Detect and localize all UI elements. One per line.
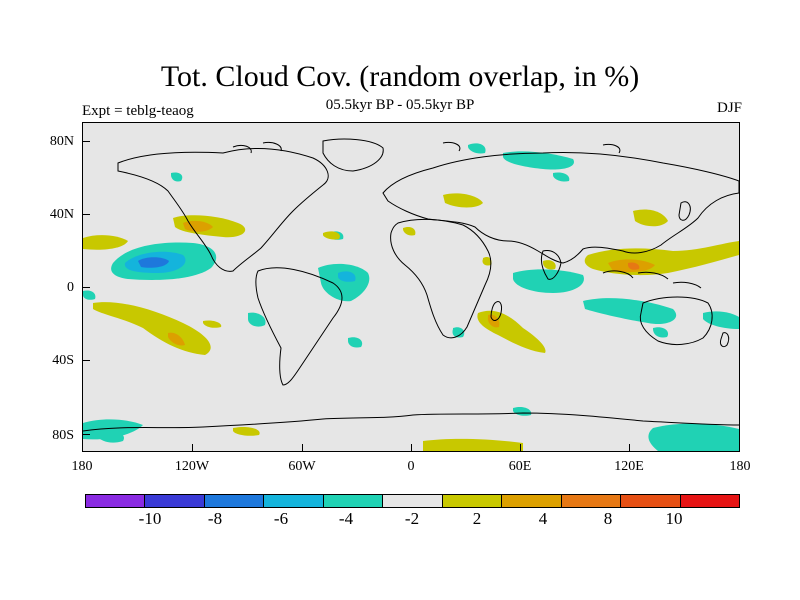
anomaly-patch-positive [443, 193, 483, 208]
coastline-maritime-continent [602, 270, 702, 289]
anomaly-patch-core-negative [138, 257, 169, 268]
anomaly-patch-negative [468, 143, 486, 154]
anomaly-patches [83, 143, 739, 451]
map-subtitle: 05.5kyr BP - 05.5kyr BP [325, 97, 475, 113]
anomaly-patch-negative [348, 337, 363, 348]
coastline-africa [390, 218, 492, 339]
anomaly-patch-positive [233, 426, 260, 436]
colorbar-label: -4 [338, 509, 354, 528]
lon-label-60e: 60E [508, 459, 532, 474]
anomaly-patch-negative [503, 151, 574, 170]
lon-label-180w: 180 [71, 459, 93, 474]
coastline-japan [678, 201, 691, 221]
anomaly-patch-negative [171, 172, 183, 182]
coastline-south-america [255, 267, 343, 386]
anomaly-patch-positive [93, 302, 211, 355]
axis-tick [82, 434, 90, 435]
coastline-india [540, 250, 562, 280]
colorbar-segment [204, 495, 265, 507]
colorbar-segment [502, 495, 562, 507]
colorbar-segment [621, 495, 681, 507]
anomaly-patch-negative [583, 298, 677, 325]
anomaly-patch-positive [482, 256, 492, 266]
colorbar [85, 494, 740, 508]
coastline-arctic-islands [232, 142, 621, 154]
axis-tick [82, 141, 90, 142]
anomaly-patch-negative [83, 290, 96, 300]
colorbar-label: -10 [138, 509, 162, 528]
colorbar-segment [680, 495, 739, 507]
colorbar-segment [264, 495, 324, 507]
anomaly-patch-negative [513, 269, 584, 293]
map-title: Tot. Cloud Cov. (random overlap, in %) [160, 60, 640, 93]
anomaly-patch-orange [168, 332, 185, 346]
anomaly-patch-negative [98, 431, 124, 443]
anomaly-patch-negative [248, 312, 266, 327]
anomaly-patch-orange [487, 314, 500, 328]
anomaly-patch-negative [513, 406, 532, 416]
anomaly-patch-negative [318, 263, 370, 302]
axis-tick [82, 214, 90, 215]
lat-label-80n: 80N [49, 134, 74, 149]
anomaly-patch-negative [553, 172, 570, 182]
colorbar-segment [323, 495, 384, 507]
anomaly-patch-positive [584, 241, 739, 276]
axis-tick [302, 444, 303, 452]
anomaly-patch-positive [423, 438, 523, 451]
map-panel [82, 122, 740, 452]
axis-tick [82, 360, 90, 361]
colorbar-label: 2 [472, 509, 482, 528]
coastline-antarctica [82, 412, 740, 432]
anomaly-patch-negative [648, 423, 739, 451]
lat-label-40n: 40N [49, 207, 74, 222]
colorbar-label: 4 [538, 509, 548, 528]
axis-tick [520, 444, 521, 452]
lat-label-40s: 40S [52, 353, 74, 368]
coastline-madagascar [490, 300, 502, 321]
lon-label-0: 0 [407, 459, 415, 474]
axis-tick [82, 287, 90, 288]
season-label: DJF [716, 100, 742, 116]
axis-tick [411, 444, 412, 452]
colorbar-label: 8 [603, 509, 613, 528]
coastline-north-america [117, 147, 329, 272]
coastline-greenland [322, 138, 384, 172]
lat-label-equator: 0 [67, 280, 74, 295]
axis-tick [192, 444, 193, 452]
lon-label-180e: 180 [729, 459, 751, 474]
experiment-label: Expt = teblg-teaog [82, 103, 194, 119]
anomaly-patch-positive [323, 231, 340, 240]
lat-label-80s: 80S [52, 428, 74, 443]
colorbar-label: -6 [273, 509, 289, 528]
colorbar-label: -2 [404, 509, 420, 528]
anomaly-patch-positive [543, 260, 556, 270]
coastlines [82, 138, 740, 432]
anomaly-patch-strong-negative [338, 271, 356, 282]
lon-label-60w: 60W [288, 459, 316, 474]
colorbar-segment [383, 495, 443, 507]
colorbar-segment [86, 495, 146, 507]
colorbar-segment [145, 495, 205, 507]
anomaly-patch-positive [633, 209, 668, 227]
anomaly-patch-positive [83, 235, 128, 250]
colorbar-label: 10 [665, 509, 683, 528]
anomaly-patch-negative [452, 327, 465, 338]
anomaly-patch-positive [403, 226, 416, 236]
anomaly-patch-orange [183, 220, 213, 232]
anomaly-patch-positive [477, 310, 546, 353]
lon-label-120w: 120W [174, 459, 210, 474]
anomaly-patch-positive [203, 320, 222, 328]
colorbar-segment [442, 495, 503, 507]
axis-tick [629, 444, 630, 452]
coastline-new-zealand [720, 332, 730, 348]
colorbar-label: -8 [207, 509, 223, 528]
anomaly-patch-negative [703, 311, 739, 329]
coastline-europe-asia [382, 151, 740, 264]
anomaly-patch-dark-orange [628, 262, 640, 270]
map-svg [82, 138, 740, 451]
coastline-australia [639, 296, 713, 346]
anomaly-patch-negative [653, 327, 669, 338]
colorbar-segment [561, 495, 622, 507]
lon-label-120e: 120E [614, 459, 644, 474]
